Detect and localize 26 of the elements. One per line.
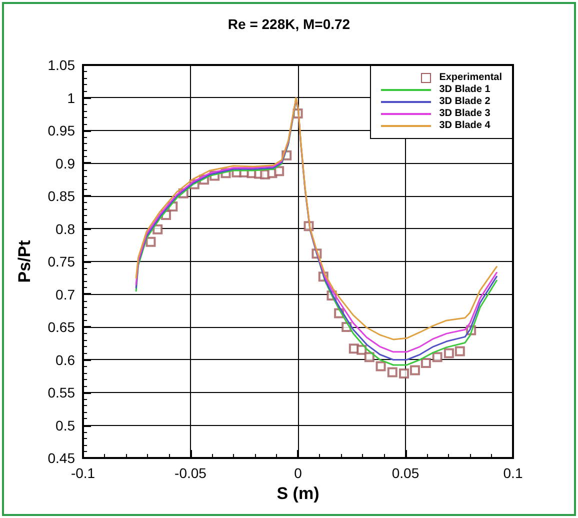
legend-label: Experimental [439, 72, 502, 84]
y-tick-label: 0.6 [56, 352, 76, 368]
x-tick-label: -0.1 [70, 465, 96, 481]
x-tick-label: 0 [294, 465, 302, 481]
chart-title: Re = 228K, M=0.72 [228, 16, 350, 32]
legend-label: 3D Blade 2 [439, 96, 490, 108]
y-tick-label: 0.9 [56, 155, 76, 172]
y-tick-label: 0.85 [48, 188, 76, 204]
y-tick-label: 0.55 [48, 384, 76, 400]
y-tick-label: 0.7 [56, 286, 76, 302]
y-tick-label: 0.95 [48, 122, 76, 138]
y-tick-label: 0.65 [48, 319, 76, 335]
y-tick-label: 0.5 [56, 417, 76, 434]
x-tick-label: 0.1 [503, 465, 523, 481]
legend-label: 3D Blade 3 [439, 108, 490, 120]
x-tick-label: -0.05 [174, 465, 207, 481]
y-tick-label: 0.45 [48, 450, 76, 466]
y-tick-label: 0.75 [48, 254, 76, 270]
legend-label: 3D Blade 4 [439, 120, 490, 132]
y-tick-label: 1 [67, 90, 76, 106]
y-axis-title: Ps/Pt [15, 240, 34, 283]
y-tick-label: 1.05 [48, 57, 76, 73]
x-tick-label: 0.05 [392, 465, 420, 481]
legend-label: 3D Blade 1 [439, 84, 490, 96]
x-axis-title: S (m) [276, 484, 320, 503]
y-tick-label: 0.8 [56, 220, 76, 237]
